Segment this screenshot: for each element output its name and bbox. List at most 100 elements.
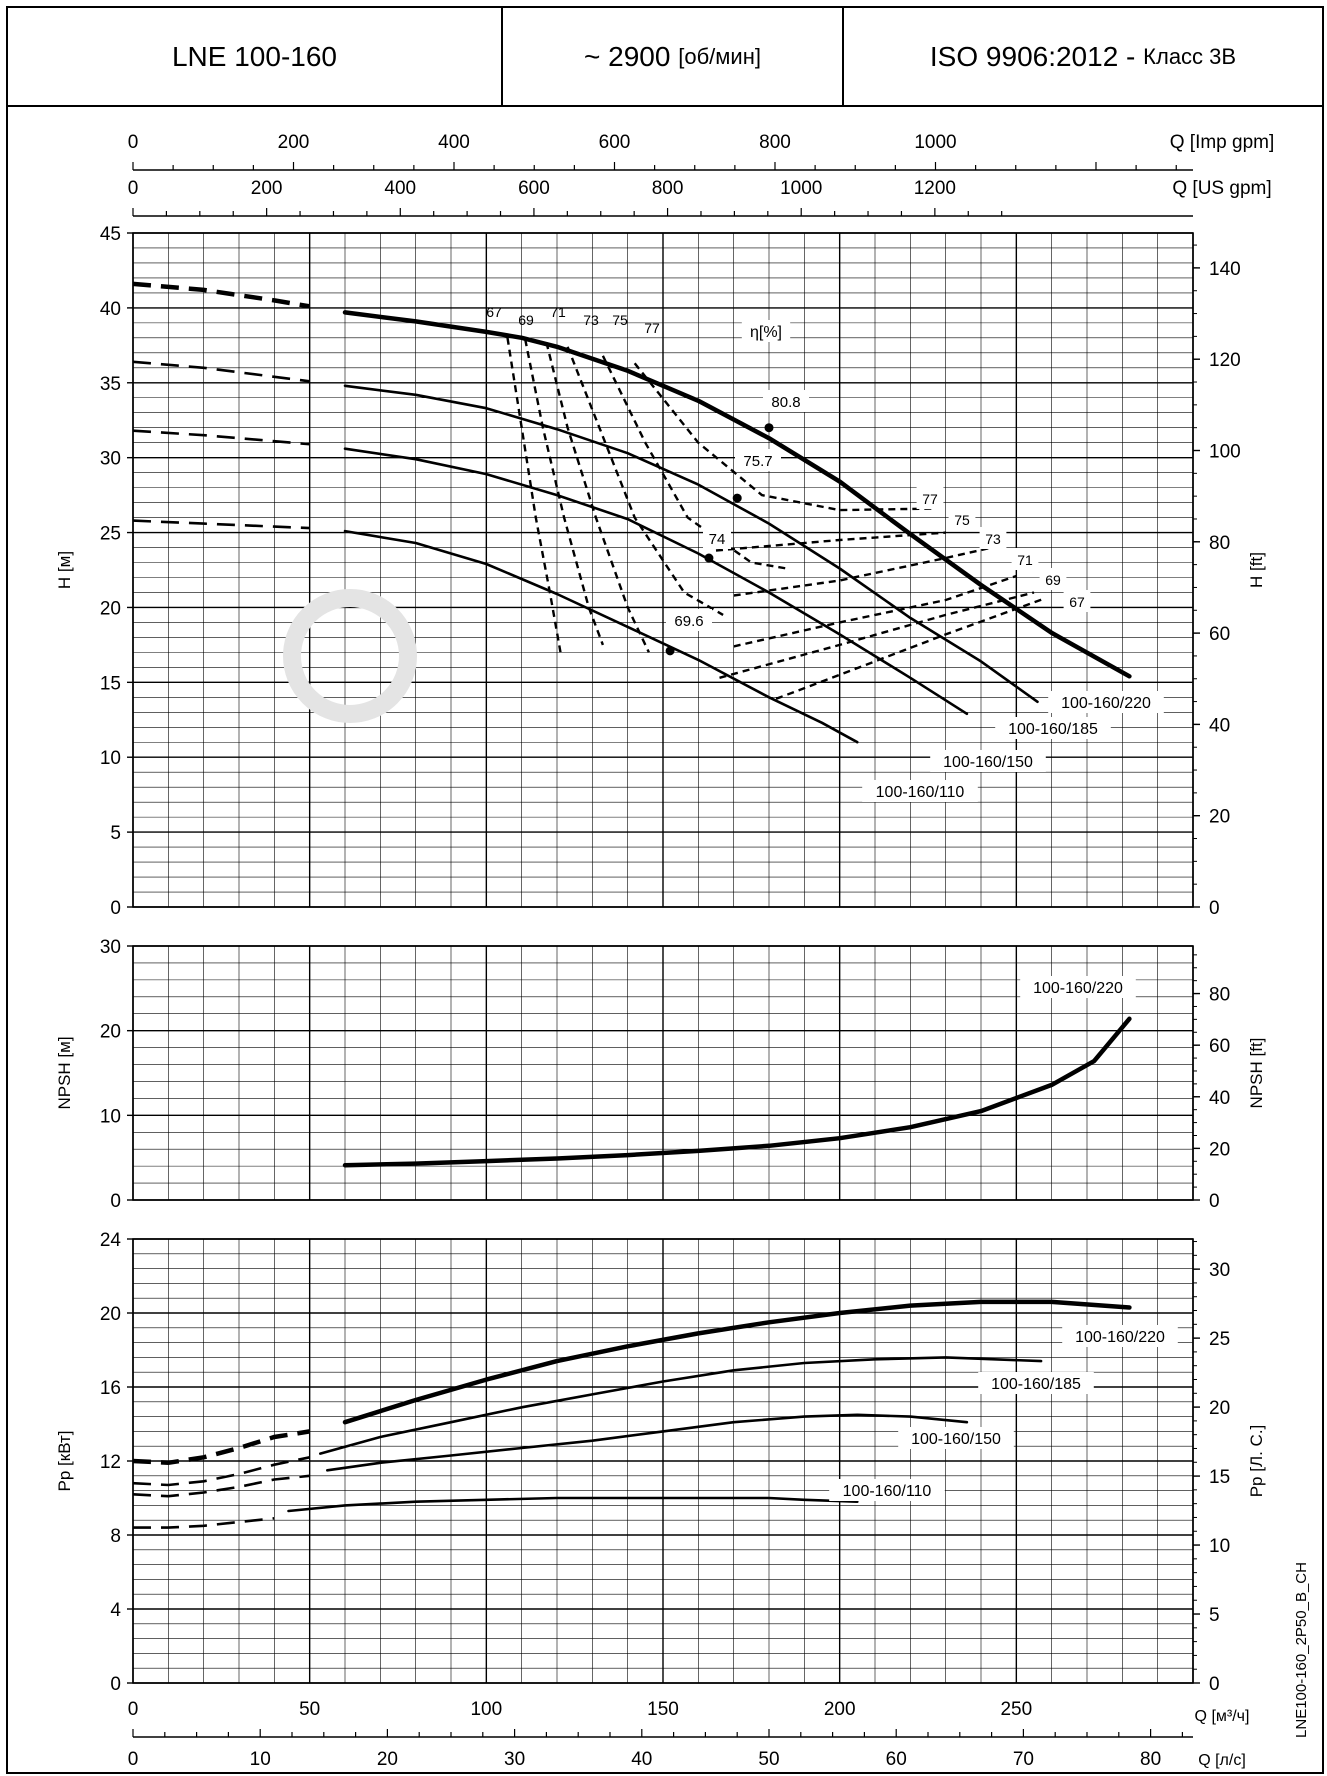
efficiency-label-67: 67	[486, 304, 502, 320]
x-axis-label: Q [м³/ч]	[1195, 1708, 1250, 1725]
npsh-curve-label: 100-160/220	[1033, 980, 1123, 997]
power-curve-label: 100-160/185	[991, 1376, 1081, 1393]
top-axis-tick-label: 800	[759, 132, 791, 153]
y2-tick-label: 25	[1209, 1329, 1230, 1350]
y-tick-label: 30	[100, 937, 121, 958]
bottom-axis-tick-label: 10	[250, 1749, 271, 1770]
y-tick-label: 0	[110, 1674, 121, 1695]
y-tick-label: 25	[100, 524, 121, 545]
bottom-axis-tick-label: 30	[504, 1749, 525, 1770]
efficiency-right-label: 73	[985, 531, 1001, 547]
x-tick-label: 0	[128, 1699, 139, 1720]
head-curve-100-160/185-dashed	[133, 362, 310, 382]
bep-point	[733, 494, 742, 503]
y2-tick-label: 140	[1209, 259, 1241, 280]
y2-tick-label: 5	[1209, 1605, 1220, 1626]
y-tick-label: 10	[100, 748, 121, 769]
efficiency-curve-77	[635, 363, 932, 510]
y2-tick-label: 60	[1209, 624, 1230, 645]
head-curve-label: 100-160/220	[1061, 695, 1151, 712]
efficiency-label-75: 75	[612, 312, 628, 328]
x-tick-label: 100	[470, 1699, 502, 1720]
y2-tick-label: 0	[1209, 1674, 1220, 1695]
top-axis-tick-label: 1000	[914, 132, 956, 153]
y-tick-label: 5	[110, 823, 121, 844]
bottom-axis-tick-label: 60	[886, 1749, 907, 1770]
y-tick-label: 15	[100, 673, 121, 694]
bottom-axis-tick-label: 40	[631, 1749, 652, 1770]
y-tick-label: 0	[110, 898, 121, 919]
bep-label: 69.6	[674, 613, 703, 630]
bottom-axis-label: Q [л/с]	[1198, 1752, 1246, 1769]
x-tick-label: 50	[299, 1699, 320, 1720]
y2-axis-label: Pр [Л. С.]	[1247, 1425, 1266, 1498]
top-axis-tick-label: 600	[599, 132, 631, 153]
top-axis-tick-label: 400	[384, 178, 416, 199]
top-axis-tick-label: 800	[652, 178, 684, 199]
efficiency-label-73: 73	[583, 312, 599, 328]
efficiency-curve-69	[525, 339, 603, 645]
efficiency-right-label: 71	[1017, 552, 1033, 568]
y2-axis-label: NPSH [ft]	[1247, 1038, 1266, 1109]
top-axis-tick-label: 1000	[780, 178, 822, 199]
y-tick-label: 12	[100, 1452, 121, 1473]
bep-label: 74	[709, 531, 726, 548]
y2-tick-label: 80	[1209, 533, 1230, 554]
y2-tick-label: 20	[1209, 807, 1230, 828]
x-tick-label: 150	[647, 1699, 679, 1720]
bep-point	[765, 423, 774, 432]
head-curve-label: 100-160/150	[943, 754, 1033, 771]
npsh-curve-100-160/220	[345, 1019, 1129, 1166]
y2-tick-label: 20	[1209, 1398, 1230, 1419]
y-tick-label: 16	[100, 1378, 121, 1399]
y2-tick-label: 0	[1209, 1191, 1220, 1212]
power-curve-label: 100-160/220	[1075, 1329, 1165, 1346]
bottom-axis-tick-label: 70	[1013, 1749, 1034, 1770]
bep-point	[704, 554, 713, 563]
y-tick-label: 20	[100, 598, 121, 619]
efficiency-title: η[%]	[750, 324, 782, 341]
power-curve-100-160/220-dashed	[133, 1431, 310, 1462]
top-axis-tick-label: 1200	[914, 178, 956, 199]
head-curve-100-160/150	[345, 449, 967, 714]
y2-tick-label: 10	[1209, 1536, 1230, 1557]
top-axis-tick-label: 200	[278, 132, 310, 153]
efficiency-curve-73	[568, 347, 724, 615]
y-tick-label: 10	[100, 1106, 121, 1127]
power-curve-100-160/110	[289, 1498, 858, 1511]
y-axis-label: H [м]	[55, 551, 74, 589]
power-curve-100-160/150	[327, 1415, 967, 1471]
top-axis-label: Q [US gpm]	[1172, 178, 1271, 199]
y-axis-label: NPSH [м]	[55, 1036, 74, 1109]
efficiency-right-label: 69	[1045, 572, 1061, 588]
y2-tick-label: 100	[1209, 441, 1241, 462]
y2-tick-label: 40	[1209, 1088, 1230, 1109]
y-tick-label: 20	[100, 1022, 121, 1043]
y-tick-label: 8	[110, 1526, 121, 1547]
bep-label: 75.7	[743, 453, 772, 470]
bottom-axis-tick-label: 50	[758, 1749, 779, 1770]
power-curve-label: 100-160/110	[843, 1483, 932, 1500]
top-axis-tick-label: 400	[438, 132, 470, 153]
y-tick-label: 45	[100, 224, 121, 245]
y-tick-label: 30	[100, 449, 121, 470]
head-curve-label: 100-160/185	[1008, 721, 1098, 738]
top-axis-tick-label: 0	[128, 178, 139, 199]
x-tick-label: 250	[1000, 1699, 1032, 1720]
top-axis-tick-label: 600	[518, 178, 550, 199]
bottom-axis-tick-label: 80	[1140, 1749, 1161, 1770]
bottom-axis-tick-label: 0	[128, 1749, 139, 1770]
y-tick-label: 20	[100, 1304, 121, 1325]
power-curve-label: 100-160/150	[911, 1431, 1001, 1448]
y2-axis-label: H [ft]	[1247, 552, 1266, 588]
bep-label: 80.8	[771, 394, 800, 411]
efficiency-right-label: 67	[1069, 594, 1085, 610]
y2-tick-label: 40	[1209, 715, 1230, 736]
bep-point	[666, 646, 675, 655]
efficiency-label-71: 71	[550, 304, 566, 320]
efficiency-right-label: 75	[954, 512, 970, 528]
head-panel	[127, 233, 1200, 907]
y2-tick-label: 60	[1209, 1036, 1230, 1057]
y-tick-label: 4	[110, 1600, 121, 1621]
y-tick-label: 40	[100, 299, 121, 320]
